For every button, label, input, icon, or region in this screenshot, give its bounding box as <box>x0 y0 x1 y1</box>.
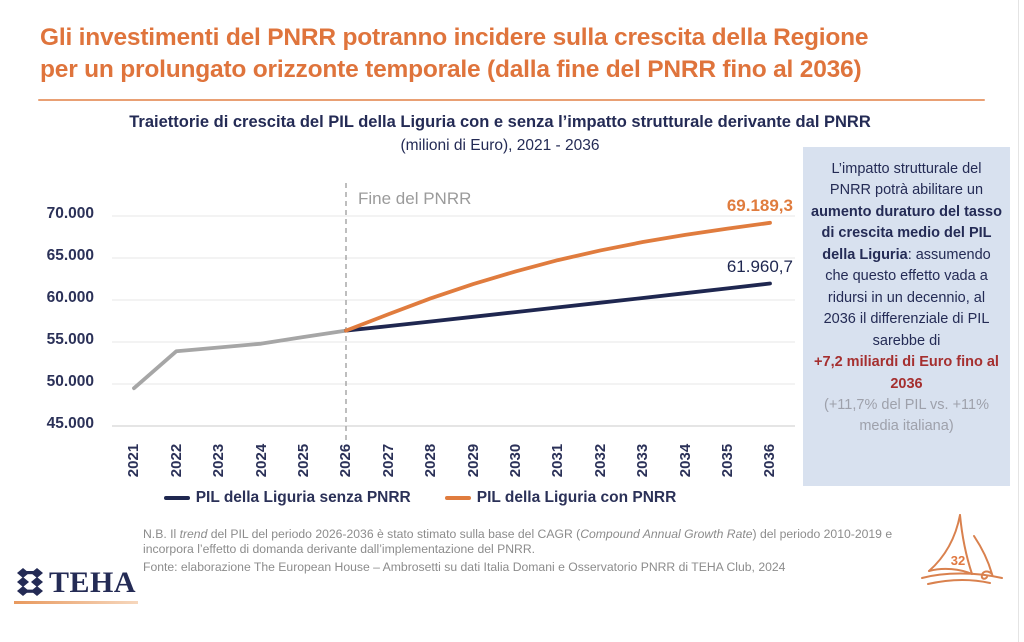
footnote-nb: N.B. Il trend del PIL del periodo 2026-2… <box>143 527 941 557</box>
x-tick-label: 2035 <box>705 437 751 483</box>
x-tick-label: 2028 <box>408 437 454 483</box>
x-tick-label: 2025 <box>281 437 327 483</box>
y-tick-label: 45.000 <box>46 415 94 432</box>
legend-item: PIL della Liguria senza PNRR <box>163 489 411 507</box>
legend-line-swatch <box>163 496 190 500</box>
text-run: (+11,7% del PIL vs. +11% media italiana) <box>824 396 989 435</box>
y-tick-label: 65.000 <box>46 247 94 264</box>
legend-label: PIL della Liguria senza PNRR <box>195 489 411 506</box>
x-tick-label: 2022 <box>153 437 199 483</box>
x-tick-label-text: 2035 <box>719 443 737 477</box>
x-tick-label: 2023 <box>196 437 242 483</box>
x-tick-label: 2024 <box>238 437 284 483</box>
y-tick-label: 70.000 <box>46 205 94 222</box>
slide-title-line-2: per un prolungato orizzonte temporale (d… <box>40 56 862 84</box>
title-underline <box>38 99 985 101</box>
x-tick-label-text: 2022 <box>167 443 185 477</box>
x-tick-label-text: 2027 <box>379 443 397 477</box>
x-tick-label: 2034 <box>662 437 708 483</box>
chart-legend: PIL della Liguria senza PNRR PIL della Li… <box>0 489 840 507</box>
chart-subtitle: (milioni di Euro), 2021 - 2036 <box>400 137 600 154</box>
x-tick-label-text: 2023 <box>210 443 228 477</box>
text-run: +7,2 miliardi di Euro fino al 2036 <box>814 354 999 392</box>
x-tick-label: 2032 <box>577 437 623 483</box>
teha-logo: TEHA <box>14 566 136 600</box>
insight-text: L’impatto strutturale del PNRR potrà abi… <box>811 159 1002 438</box>
x-tick-label: 2033 <box>620 437 666 483</box>
y-tick-label: 50.000 <box>46 373 94 390</box>
x-tick-label-text: 2033 <box>634 443 652 477</box>
text-run: Compound Annual Growth Rate <box>580 527 753 541</box>
x-tick-label: 2029 <box>450 437 496 483</box>
footnote-fonte: Fonte: elaborazione The European House –… <box>143 560 786 574</box>
slide-right-edge <box>1018 0 1019 642</box>
x-tick-label-text: 2036 <box>761 443 779 477</box>
chart-title: Traiettorie di crescita del PIL della Li… <box>129 113 871 131</box>
teha-logo-underline <box>14 601 138 604</box>
x-tick-label-text: 2024 <box>252 443 270 477</box>
text-run: ) del periodo 2010-2019 e incorpora l’ef… <box>143 527 893 556</box>
slide-title-line-1: Gli investimenti del PNRR potranno incid… <box>40 24 869 51</box>
insight-box: L’impatto strutturale del PNRR potrà abi… <box>803 147 1010 486</box>
y-tick-label: 55.000 <box>46 331 94 348</box>
x-tick-label-text: 2021 <box>125 443 143 477</box>
x-tick-label-text: 2032 <box>591 443 609 477</box>
x-tick-label-text: 2028 <box>422 443 440 477</box>
x-tick-label: 2031 <box>535 437 581 483</box>
series-end-value: 61.960,7 <box>726 256 793 276</box>
x-tick-label-text: 2026 <box>337 443 355 477</box>
sailboat-icon: 32 <box>921 514 1003 585</box>
x-tick-label: 2036 <box>747 437 793 483</box>
x-tick-label: 2021 <box>111 437 157 483</box>
legend-label: PIL della Liguria con PNRR <box>476 489 677 506</box>
slide-title: Gli investimenti del PNRR potranno incid… <box>40 22 990 87</box>
text-run: aumento duraturo del tasso di crescita m… <box>811 203 1002 263</box>
x-tick-label-text: 2031 <box>549 443 567 477</box>
x-tick-label-text: 2029 <box>464 443 482 477</box>
x-tick-label: 2030 <box>493 437 539 483</box>
page-number: 32 <box>951 553 965 568</box>
text-run: trend <box>179 527 208 541</box>
series-end-value: 69.189,3 <box>726 195 793 215</box>
text-run: N.B. Il <box>143 527 180 541</box>
x-tick-label: 2026 <box>323 437 369 483</box>
teha-knot-icon <box>17 568 43 596</box>
x-tick-label: 2027 <box>365 437 411 483</box>
text-run: : assumendo che questo effetto vada a ri… <box>823 246 991 349</box>
legend-item: PIL della Liguria con PNRR <box>444 489 677 507</box>
text-run: L’impatto strutturale del PNRR potrà abi… <box>829 161 984 199</box>
text-run: del PIL del periodo 2026-2036 è stato st… <box>207 527 581 541</box>
legend-line-swatch <box>444 496 471 500</box>
y-tick-label: 60.000 <box>46 289 94 306</box>
teha-logo-text: TEHA <box>49 566 137 599</box>
x-tick-label-text: 2025 <box>295 443 313 477</box>
x-tick-label-text: 2030 <box>507 443 525 477</box>
x-tick-label-text: 2034 <box>676 443 694 477</box>
annotation-fine-del-pnrr: Fine del PNRR <box>358 189 472 208</box>
